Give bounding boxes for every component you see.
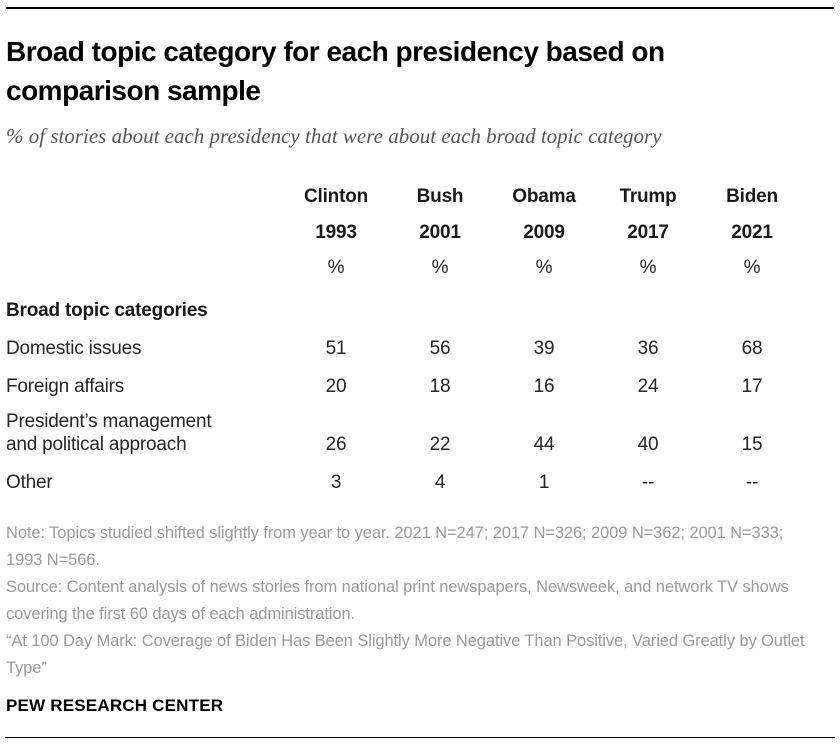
header-spacer [6,179,284,215]
col-unit-clinton: % [327,256,345,278]
subtitle: % of stories about each presidency that … [6,124,662,148]
top-rule [6,7,834,9]
cell-value: 39 [533,338,555,359]
cell-value: -- [745,472,759,493]
col-unit-trump: % [639,256,657,278]
cell-value: 18 [429,376,451,397]
cell-value: 26 [325,434,347,455]
table-section-row: Broad topic categories [6,284,804,322]
col-header-obama: Obama [512,186,576,207]
note-text: Note: Topics studied shifted slightly fr… [6,524,784,569]
notes-block: Note: Topics studied shifted slightly fr… [6,520,818,682]
cell-value: 16 [533,376,555,397]
pew-research-center-brand: PEW RESEARCH CENTER [6,696,224,715]
cell-value: 4 [434,472,446,493]
col-header-trump: Trump [619,186,677,207]
col-year-trump: 2017 [627,222,669,243]
table-header-units-row: % % % % % [6,251,804,284]
report-title-text: “At 100 Day Mark: Coverage of Biden Has … [6,632,805,677]
col-year-biden: 2021 [731,222,773,243]
table-header-names-row: Clinton Bush Obama Trump Biden [6,179,804,215]
row-label: President’s management and political app… [6,398,284,456]
cell-value: 56 [429,338,451,359]
col-header-biden: Biden [726,186,778,207]
cell-value: 44 [533,434,555,455]
table-row-domestic-issues: Domestic issues 51 56 39 36 68 [6,322,804,360]
col-year-obama: 2009 [523,222,565,243]
col-year-bush: 2001 [419,222,461,243]
header-spacer [6,251,284,284]
row-label: Domestic issues [6,338,142,359]
col-unit-biden: % [743,256,761,278]
col-header-bush: Bush [416,186,464,207]
cell-value: 1 [538,472,550,493]
cell-value: 24 [637,376,659,397]
col-header-clinton: Clinton [303,186,369,207]
cell-value: -- [641,472,655,493]
cell-value: 3 [330,472,342,493]
cell-value: 20 [325,376,347,397]
row-label-line-2: and political approach [6,434,187,455]
cell-value: 68 [741,338,763,359]
cell-value: 36 [637,338,659,359]
table-row-other: Other 3 4 1 -- -- [6,456,804,494]
cell-value: 40 [637,434,659,455]
col-year-clinton: 1993 [315,222,357,243]
bottom-rule [5,737,835,738]
row-label: Foreign affairs [6,376,125,397]
source-text: Source: Content analysis of news stories… [6,578,789,623]
col-unit-bush: % [431,256,449,278]
table-row-presidents-management: President’s management and political app… [6,398,804,456]
cell-value: 15 [741,434,763,455]
row-label: Other [6,472,53,493]
table-header-years-row: 1993 2001 2009 2017 2021 [6,215,804,251]
cell-value: 22 [429,434,451,455]
table-row-foreign-affairs: Foreign affairs 20 18 16 24 17 [6,360,804,398]
col-unit-obama: % [535,256,553,278]
row-label-line-1: President’s management [6,411,212,432]
topic-table: Clinton Bush Obama Trump Biden 1993 2001… [6,179,804,494]
section-header: Broad topic categories [6,300,208,321]
cell-value: 17 [741,376,763,397]
header-spacer [6,215,284,251]
cell-value: 51 [325,338,347,359]
page-title: Broad topic category for each presidency… [6,36,665,106]
